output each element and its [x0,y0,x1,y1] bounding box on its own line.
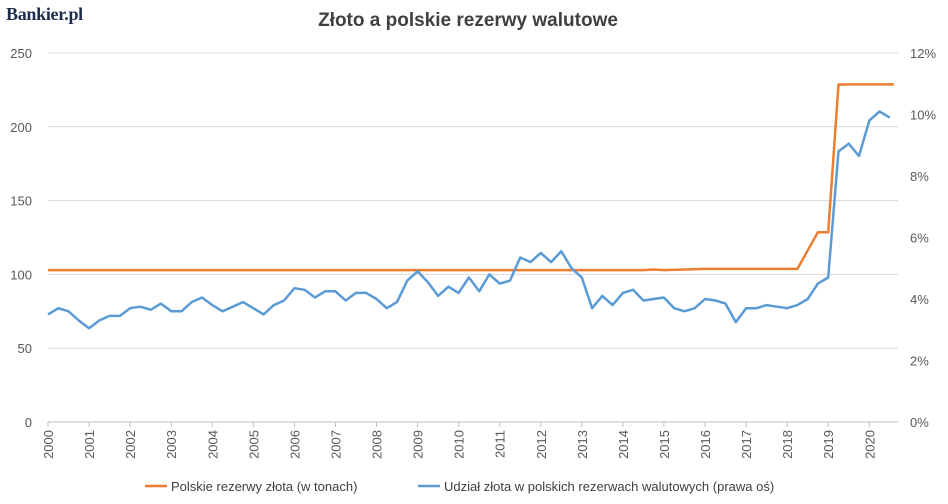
x-tick-label: 2014 [616,430,631,459]
series-line-gold-reserves [48,83,894,272]
y-left-tick-label: 100 [10,267,32,282]
x-tick-label: 2015 [657,430,672,459]
x-tick-label: 2007 [328,430,343,459]
x-tick-label: 2018 [780,430,795,459]
x-tick-label: 2000 [41,430,56,459]
y-right-tick-label: 2% [910,354,929,369]
x-tick-label: 2008 [370,430,385,459]
y-axis-left: 0 50 100 150 200 250 [10,46,32,430]
x-tick-label: 2020 [862,430,877,459]
y-left-tick-label: 200 [10,120,32,135]
x-tick-label: 2004 [205,430,220,459]
y-right-tick-label: 4% [910,292,929,307]
y-right-tick-label: 0% [910,415,929,430]
legend-label: Udział złota w polskich rezerwach waluto… [444,479,774,494]
y-left-tick-label: 150 [10,194,32,209]
y-right-tick-label: 6% [910,231,929,246]
chart-title: Złoto a polskie rezerwy walutowe [318,10,618,31]
x-tick-label: 2013 [575,430,590,459]
gridlines [48,52,898,423]
x-tick-label: 2012 [534,430,549,459]
y-left-tick-label: 0 [25,415,32,430]
x-tick-label: 2005 [246,430,261,459]
x-tick-label: 2019 [821,430,836,459]
x-tick-label: 2011 [493,430,508,458]
y-right-tick-label: 12% [910,46,936,61]
y-left-tick-label: 50 [18,341,32,356]
series-lines [47,83,894,330]
x-tick-label: 2002 [123,430,138,459]
y-left-tick-label: 250 [10,46,32,61]
x-tick-label: 2017 [739,430,754,459]
y-axis-right: 0% 2% 4% 6% 8% 10% 12% [910,46,936,430]
y-right-tick-label: 10% [910,108,936,123]
y-right-tick-label: 8% [910,169,929,184]
legend-label: Polskie rezerwy złota (w tonach) [171,479,357,494]
series-line-gold-share [47,110,891,330]
legend: Polskie rezerwy złota (w tonach) Udział z… [145,479,774,494]
x-tick-label: 2003 [164,430,179,459]
x-tick-label: 2009 [411,430,426,459]
x-tick-label: 2006 [287,430,302,459]
x-axis: 2000 2001 2002 2003 2004 2005 2006 2007 2008 2009… [41,422,877,459]
x-tick-label: 2001 [82,430,97,459]
x-tick-label: 2010 [452,430,467,459]
x-tick-label: 2016 [698,430,713,459]
brand-logo: Bankier.pl [6,4,83,24]
